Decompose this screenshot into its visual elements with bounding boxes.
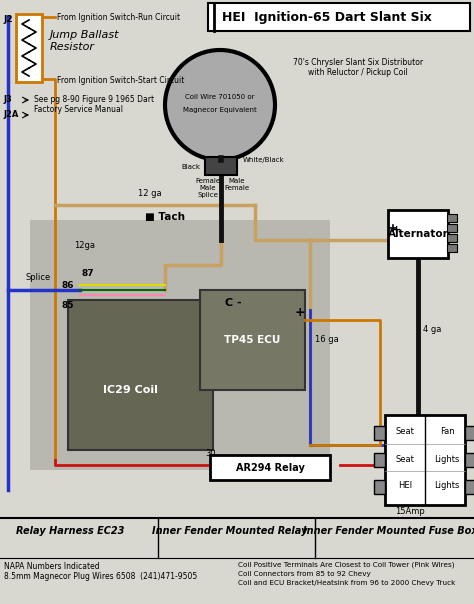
Text: C -: C -: [225, 298, 242, 308]
Text: ■ Tach: ■ Tach: [145, 212, 185, 222]
Circle shape: [165, 50, 275, 160]
Text: Fan: Fan: [440, 428, 454, 437]
FancyBboxPatch shape: [388, 210, 448, 258]
Text: Coil and ECU Bracket/Heatsink from 96 to 2000 Chevy Truck: Coil and ECU Bracket/Heatsink from 96 to…: [238, 580, 456, 586]
Text: Splice: Splice: [26, 273, 51, 282]
FancyBboxPatch shape: [374, 480, 385, 494]
Text: HEI  Ignition-65 Dart Slant Six: HEI Ignition-65 Dart Slant Six: [222, 10, 432, 24]
Text: Male
Female: Male Female: [224, 178, 250, 191]
Text: From Ignition Switch-Start Circuit: From Ignition Switch-Start Circuit: [57, 76, 184, 85]
FancyBboxPatch shape: [447, 234, 457, 242]
FancyBboxPatch shape: [208, 3, 470, 31]
Text: J3: J3: [3, 95, 12, 104]
Text: 15Amp: 15Amp: [395, 507, 425, 516]
Text: Lights: Lights: [434, 454, 460, 463]
Text: Magnecor Equivalent: Magnecor Equivalent: [183, 107, 257, 113]
Text: HEI: HEI: [398, 481, 412, 490]
Text: Coil Wire 701050 or: Coil Wire 701050 or: [185, 94, 255, 100]
Text: 12 ga: 12 ga: [138, 189, 162, 198]
FancyBboxPatch shape: [447, 214, 457, 222]
Text: Lights: Lights: [434, 481, 460, 490]
Text: Seat: Seat: [396, 428, 414, 437]
FancyBboxPatch shape: [465, 480, 474, 494]
Text: 85: 85: [62, 301, 74, 309]
Text: Inner Fender Mounted Relay: Inner Fender Mounted Relay: [152, 526, 308, 536]
Text: J2: J2: [3, 15, 13, 24]
FancyBboxPatch shape: [465, 426, 474, 440]
FancyBboxPatch shape: [30, 220, 330, 470]
Text: +: +: [392, 225, 401, 235]
Text: 70's Chrysler Slant Six Distributor: 70's Chrysler Slant Six Distributor: [293, 58, 423, 67]
Text: TP45 ECU: TP45 ECU: [224, 335, 280, 345]
FancyBboxPatch shape: [447, 244, 457, 252]
Text: Female
Male
Splice: Female Male Splice: [195, 178, 220, 198]
Text: 86: 86: [62, 280, 74, 289]
Text: Alternator: Alternator: [388, 229, 448, 239]
Text: 87: 87: [82, 269, 95, 278]
Text: Jump Ballast
Resistor: Jump Ballast Resistor: [50, 30, 119, 51]
FancyBboxPatch shape: [374, 426, 385, 440]
FancyBboxPatch shape: [16, 14, 42, 82]
Text: J2A: J2A: [3, 110, 18, 119]
Text: 8.5mm Magnecor Plug Wires 6508  (241)471-9505: 8.5mm Magnecor Plug Wires 6508 (241)471-…: [4, 572, 197, 581]
FancyBboxPatch shape: [447, 224, 457, 232]
Text: IC29 Coil: IC29 Coil: [102, 385, 157, 395]
Text: Relay Harness EC23: Relay Harness EC23: [16, 526, 124, 536]
Text: +: +: [295, 306, 306, 318]
Text: Coil Connectors from 85 to 92 Chevy: Coil Connectors from 85 to 92 Chevy: [238, 571, 371, 577]
FancyBboxPatch shape: [374, 453, 385, 467]
Text: with Reluctor / Pickup Coil: with Reluctor / Pickup Coil: [308, 68, 408, 77]
FancyBboxPatch shape: [210, 455, 330, 480]
Text: Seat: Seat: [396, 454, 414, 463]
FancyBboxPatch shape: [465, 453, 474, 467]
Text: Inner Fender Mounted Fuse Box: Inner Fender Mounted Fuse Box: [303, 526, 474, 536]
Text: See pg 8-90 Figure 9 1965 Dart: See pg 8-90 Figure 9 1965 Dart: [34, 95, 154, 104]
FancyBboxPatch shape: [205, 157, 237, 175]
Text: 4 ga: 4 ga: [423, 326, 441, 335]
Text: 12ga: 12ga: [74, 241, 95, 250]
Text: 16 ga: 16 ga: [315, 335, 339, 344]
Text: White/Black: White/Black: [243, 157, 285, 163]
FancyBboxPatch shape: [68, 300, 213, 450]
Text: 30: 30: [205, 449, 216, 458]
FancyBboxPatch shape: [385, 415, 465, 505]
Text: AR294 Relay: AR294 Relay: [236, 463, 304, 473]
Text: NAPA Numbers Indicated: NAPA Numbers Indicated: [4, 562, 100, 571]
Text: Factory Service Manual: Factory Service Manual: [34, 105, 123, 114]
FancyBboxPatch shape: [200, 290, 305, 390]
Text: Black: Black: [181, 164, 200, 170]
Text: Coil Positive Terminals Are Closest to Coil Tower (Pink Wires): Coil Positive Terminals Are Closest to C…: [238, 562, 455, 568]
Text: From Ignition Switch-Run Circuit: From Ignition Switch-Run Circuit: [57, 13, 180, 22]
